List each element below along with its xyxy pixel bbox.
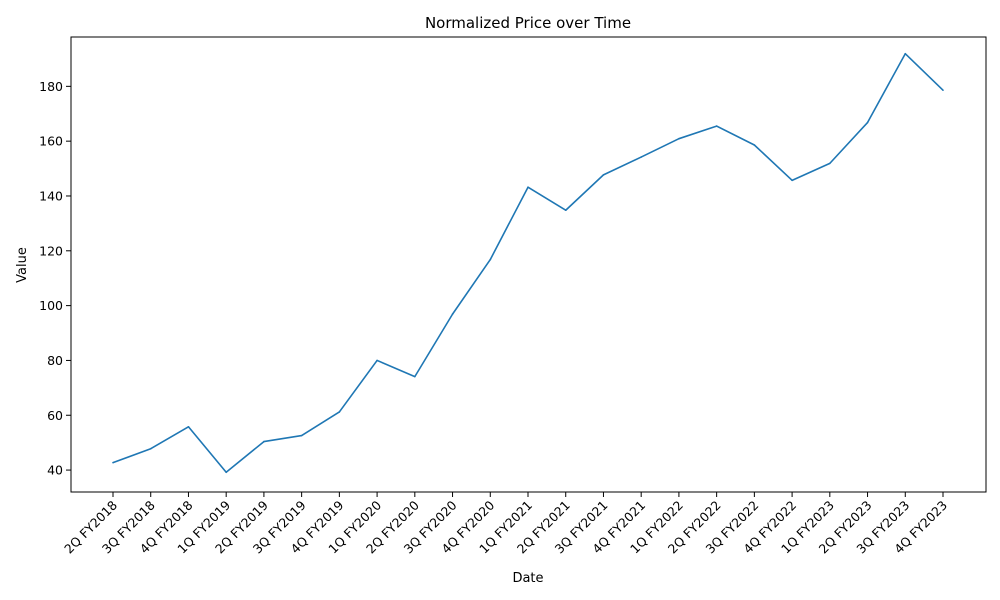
data-point: [791, 179, 793, 182]
data-point: [376, 359, 378, 362]
series-layer: [112, 52, 944, 474]
data-point: [866, 121, 869, 124]
data-point: [602, 174, 605, 176]
data-point: [904, 52, 907, 55]
data-point: [149, 447, 152, 450]
data-point: [338, 411, 341, 413]
chart-title: Normalized Price over Time: [425, 14, 631, 32]
data-point: [489, 258, 492, 261]
data-point: [753, 144, 756, 146]
data-point: [527, 186, 529, 189]
y-tick-label: 180: [39, 79, 63, 94]
y-tick-label: 80: [47, 353, 63, 368]
data-point: [451, 313, 454, 315]
y-axis-ticks: 40 60 80 100 120 140 160 180: [39, 79, 71, 478]
data-point: [942, 89, 944, 91]
y-axis-label: Value: [15, 247, 30, 283]
y-tick-label: 120: [39, 243, 63, 258]
y-tick-label: 60: [47, 408, 63, 423]
data-point: [263, 440, 265, 443]
data-point: [715, 125, 718, 127]
data-point: [640, 156, 642, 158]
data-point: [225, 471, 227, 474]
data-point: [112, 461, 114, 464]
y-tick-label: 40: [47, 463, 63, 478]
data-point: [564, 209, 567, 212]
x-axis-label: Date: [512, 571, 543, 586]
y-tick-label: 100: [39, 298, 63, 313]
y-tick-label: 160: [39, 134, 63, 149]
y-tick-label: 140: [39, 188, 63, 203]
data-point: [678, 137, 680, 140]
data-point: [414, 375, 416, 378]
data-point: [829, 162, 831, 165]
data-point: [187, 425, 190, 428]
data-point: [300, 434, 303, 437]
